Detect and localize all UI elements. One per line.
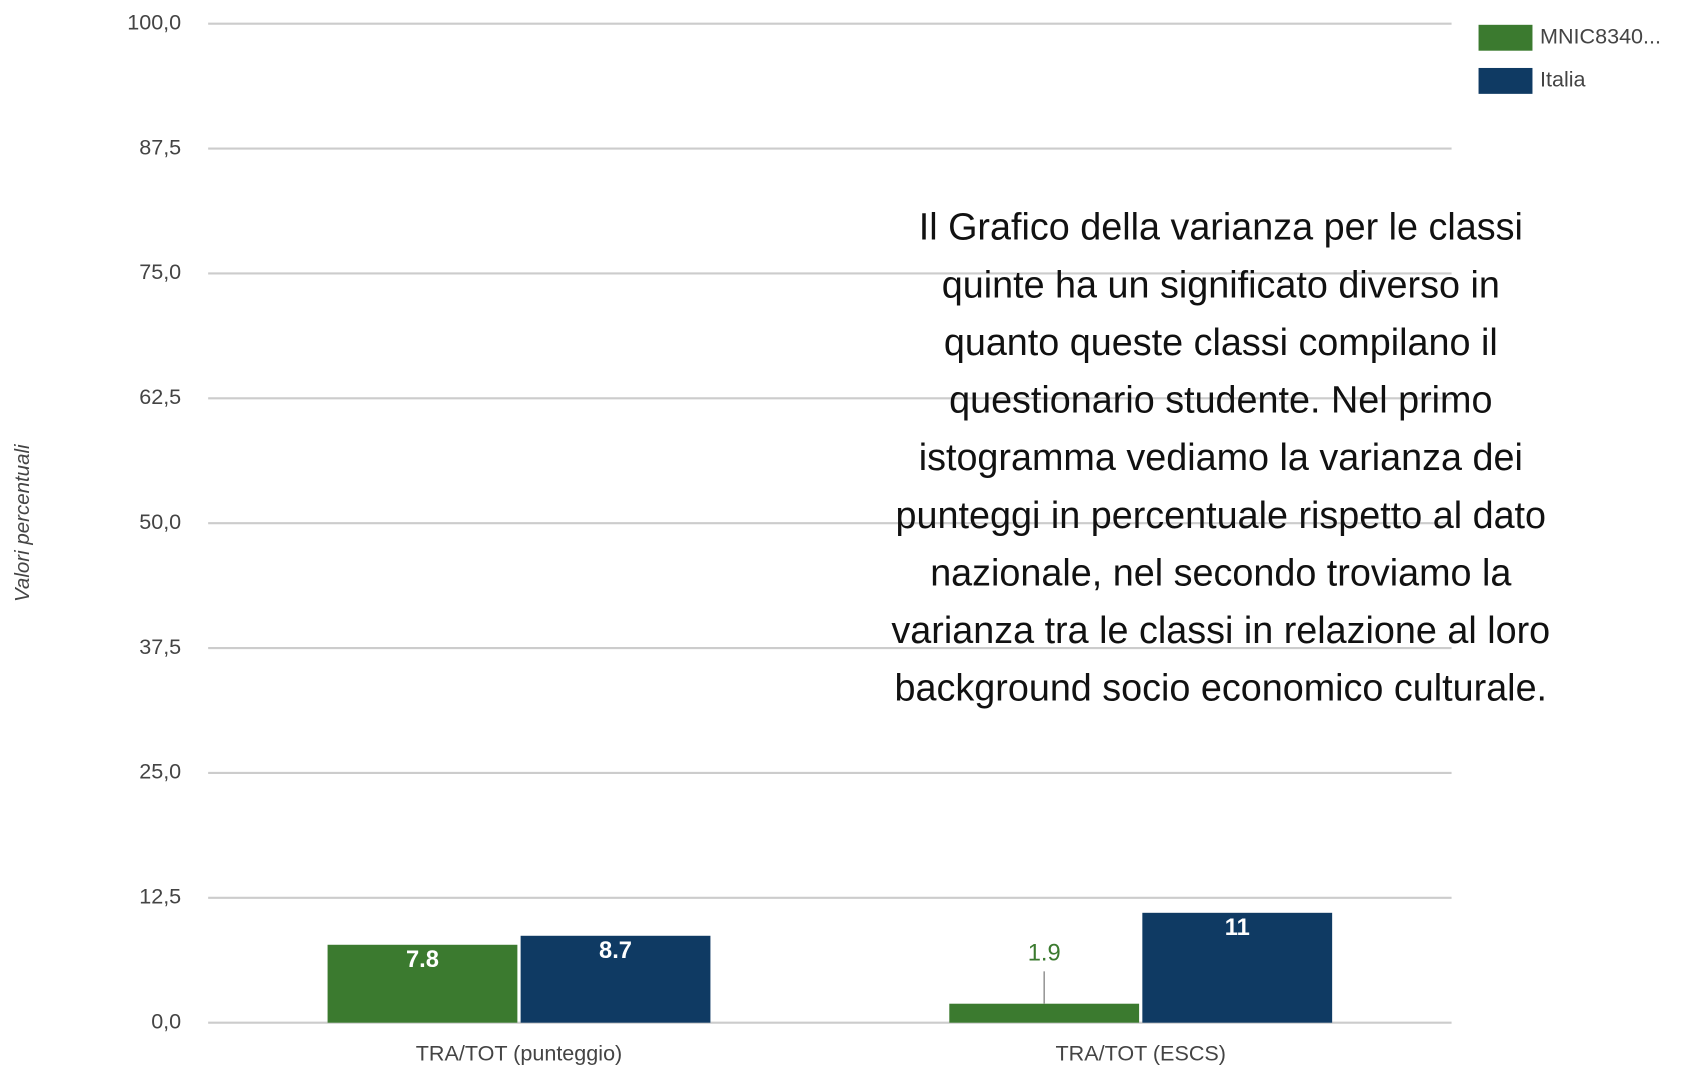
x-tick-label: TRA/TOT (punteggio) bbox=[416, 1041, 622, 1066]
data-label: 1.9 bbox=[1028, 940, 1061, 966]
bar bbox=[1142, 912, 1333, 1023]
bar bbox=[327, 944, 518, 1023]
annotation-line: quanto queste classi compilano il bbox=[944, 321, 1498, 363]
y-tick-label: 50,0 bbox=[139, 509, 181, 534]
legend-label: Italia bbox=[1540, 67, 1586, 92]
annotation-line: questionario studente. Nel primo bbox=[949, 379, 1492, 421]
legend-swatch bbox=[1478, 24, 1533, 51]
bar bbox=[520, 935, 711, 1023]
annotation-line: punteggi in percentuale rispetto al dato bbox=[896, 494, 1547, 536]
annotation-line: Il Grafico della varianza per le classi bbox=[919, 206, 1523, 248]
x-tick-label: TRA/TOT (ESCS) bbox=[1055, 1041, 1226, 1066]
y-tick-label: 75,0 bbox=[139, 259, 181, 284]
data-label: 8.7 bbox=[599, 938, 632, 964]
y-axis-label: Valori percentuali bbox=[11, 443, 34, 602]
y-tick-label: 12,5 bbox=[139, 884, 181, 909]
legend-label: MNIC8340... bbox=[1540, 23, 1661, 48]
data-label: 11 bbox=[1225, 915, 1250, 941]
y-tick-label: 25,0 bbox=[139, 759, 181, 784]
annotation-line: nazionale, nel secondo troviamo la bbox=[930, 551, 1511, 593]
legend-swatch bbox=[1478, 67, 1533, 94]
annotation-line: varianza tra le classi in relazione al l… bbox=[891, 609, 1550, 651]
data-label: 7.8 bbox=[406, 947, 439, 973]
annotation-line: istogramma vediamo la varianza dei bbox=[919, 436, 1523, 478]
annotation-line: background socio economico culturale. bbox=[895, 667, 1548, 709]
y-tick-label: 37,5 bbox=[139, 634, 181, 659]
y-tick-label: 0,0 bbox=[151, 1008, 181, 1033]
y-tick-label: 100,0 bbox=[127, 9, 181, 34]
bar bbox=[949, 1003, 1140, 1023]
y-tick-label: 62,5 bbox=[139, 384, 181, 409]
y-tick-label: 87,5 bbox=[139, 134, 181, 159]
annotation-line: quinte ha un significato diverso in bbox=[942, 263, 1500, 305]
